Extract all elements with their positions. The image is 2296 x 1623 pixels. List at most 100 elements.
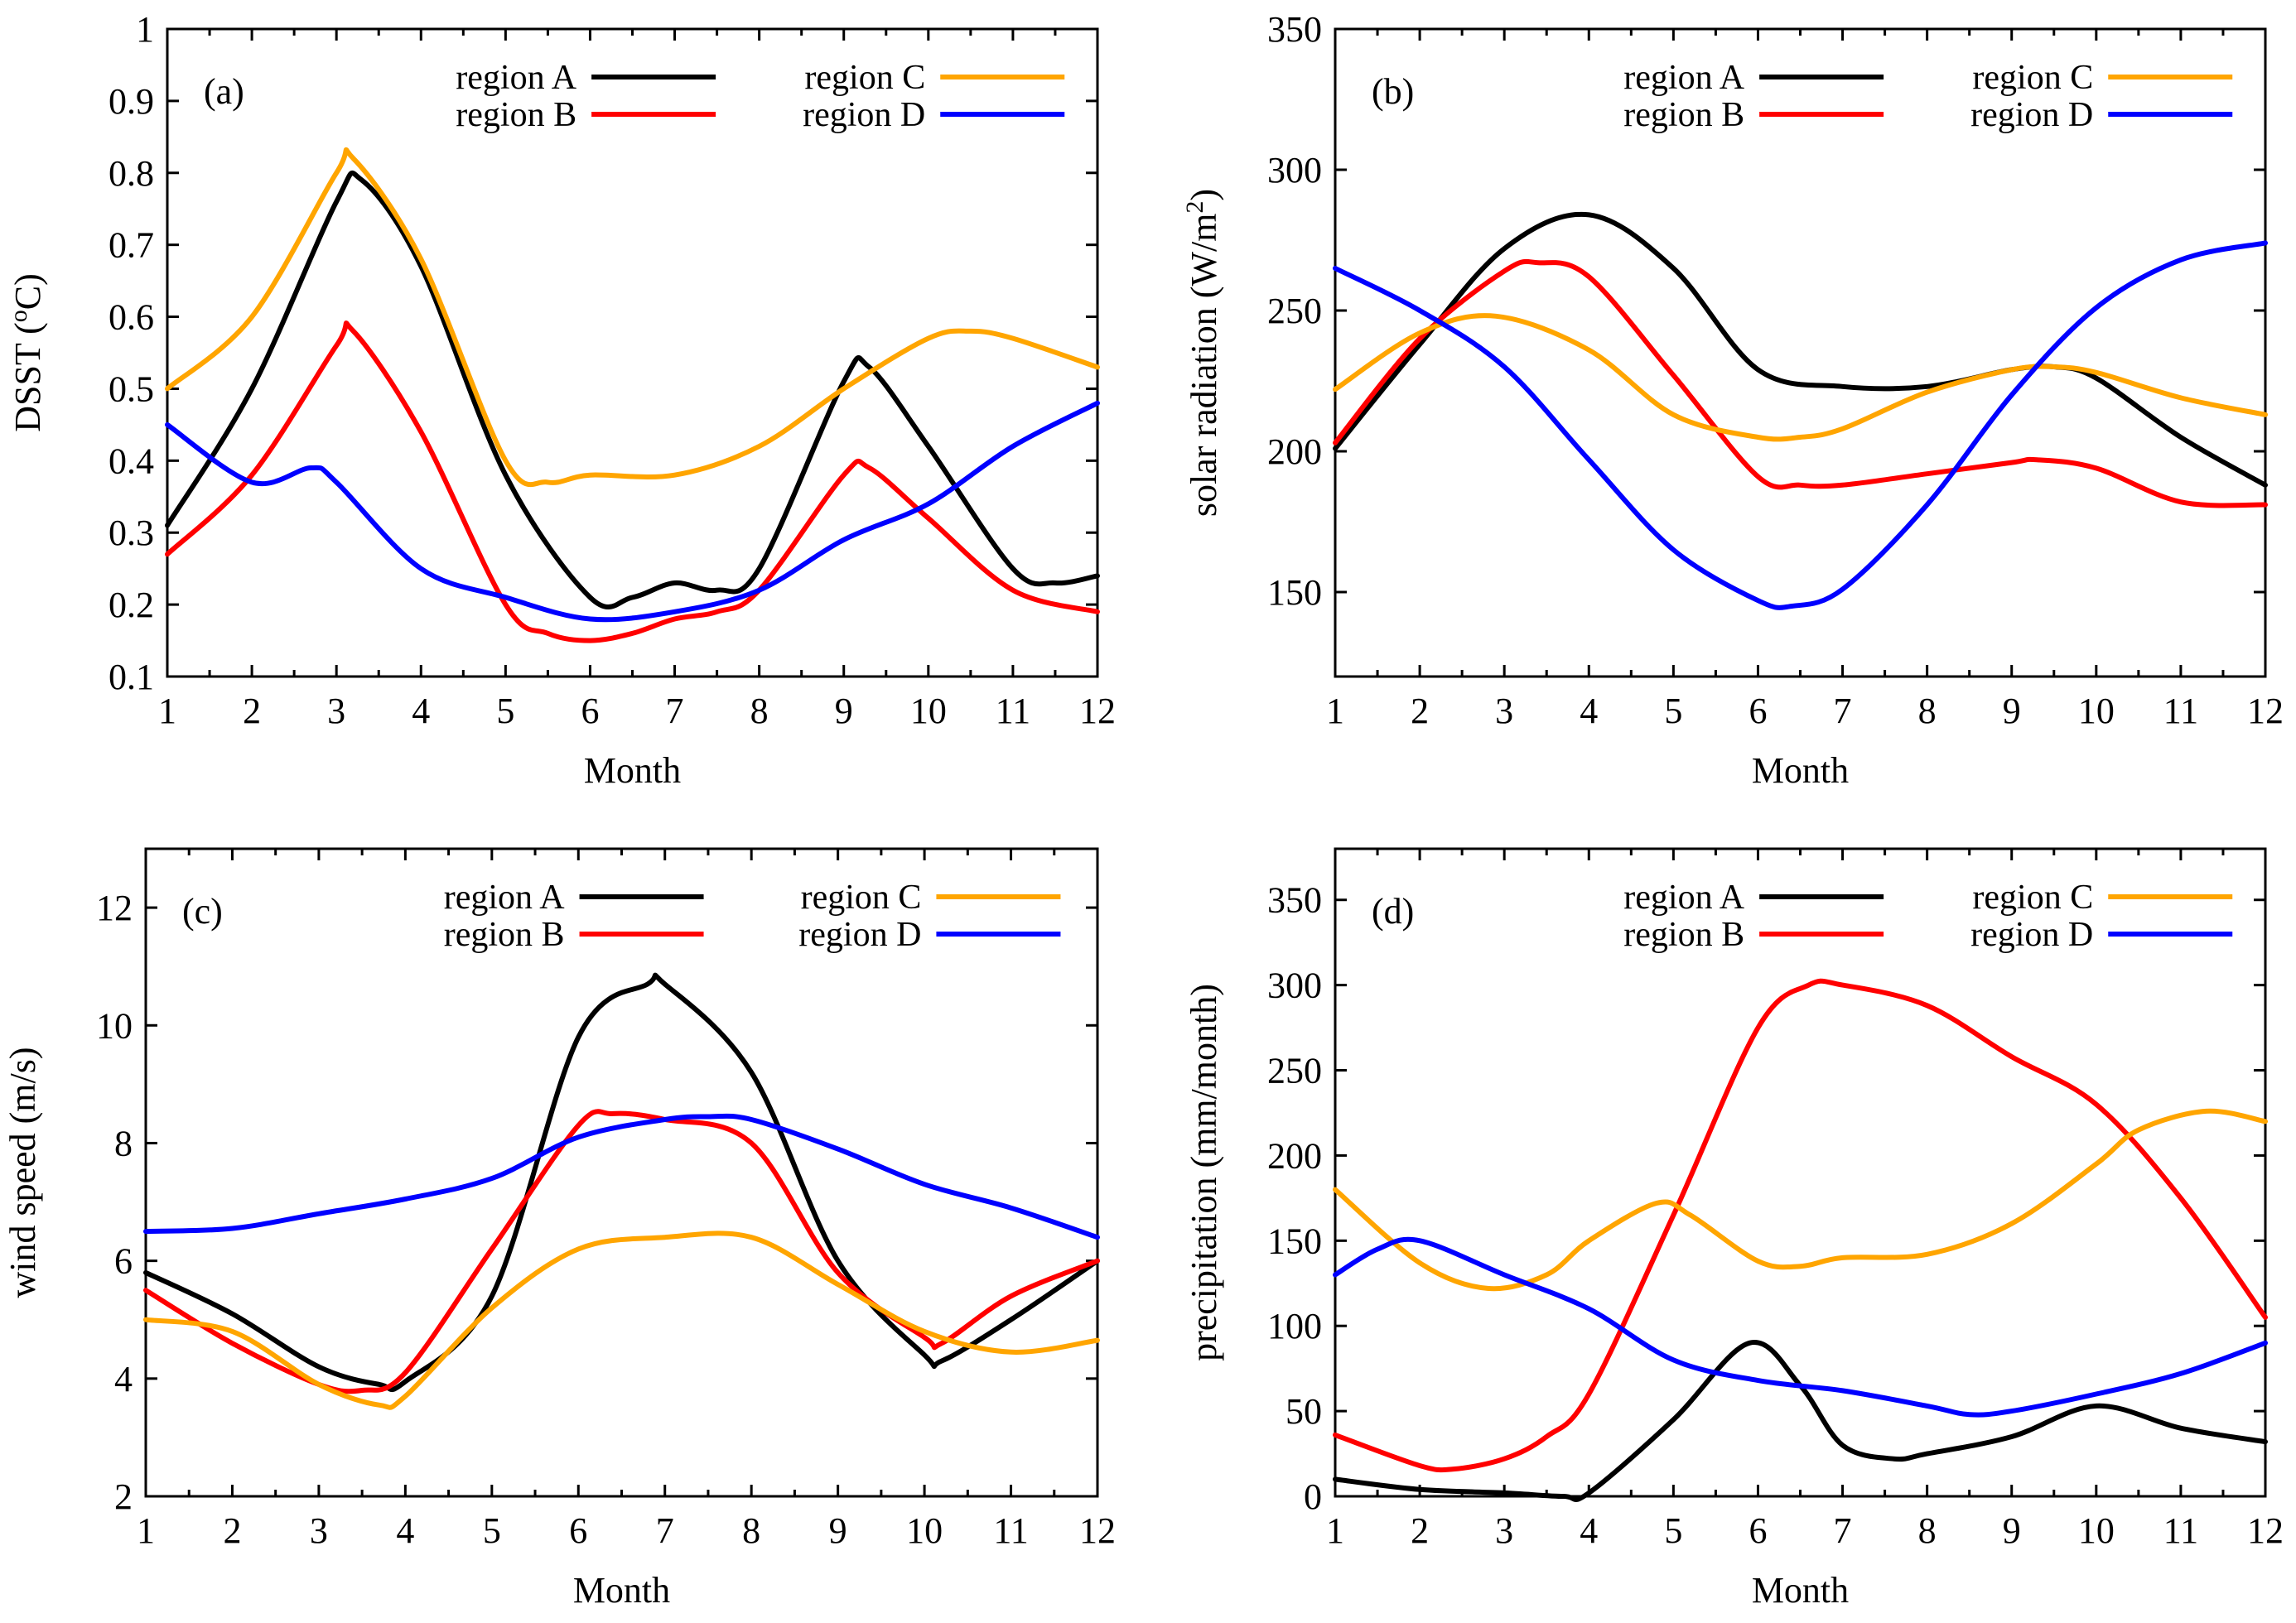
x-tick-label: 4 [1580, 1510, 1598, 1551]
y-tick-label: 300 [1267, 966, 1322, 1006]
legend-label: region B [444, 916, 565, 954]
y-tick-label: 350 [1267, 880, 1322, 921]
x-tick-label: 10 [906, 1510, 943, 1551]
x-axis-label: Month [584, 750, 681, 791]
y-tick-label: 0.5 [109, 368, 154, 409]
y-tick-label: 200 [1267, 431, 1322, 472]
x-tick-label: 4 [412, 691, 430, 731]
legend-label: region C [804, 59, 925, 97]
panel-label: (c) [182, 891, 223, 932]
x-tick-label: 10 [2078, 691, 2115, 731]
x-tick-label: 4 [1580, 691, 1598, 731]
x-tick-label: 5 [1664, 691, 1682, 731]
y-axis-label: solar radiation (W/m2) [1181, 189, 1225, 517]
x-tick-label: 12 [2247, 1510, 2284, 1551]
legend-label: region D [1970, 916, 2093, 954]
panel-label: (b) [1372, 71, 1414, 112]
y-tick-label: 6 [114, 1241, 133, 1282]
legend-label: region A [1623, 59, 1744, 97]
y-axis-label: precipitation (mm/month) [1184, 984, 1224, 1361]
legend-label: region B [1623, 916, 1744, 954]
plot-frame [144, 847, 1099, 1498]
x-tick-label: 1 [158, 691, 176, 731]
legend-label: region A [444, 879, 565, 917]
series-line-region-a [1333, 211, 2268, 488]
x-tick-label: 9 [2003, 691, 2021, 731]
y-axis-label: DSST (oC) [5, 273, 49, 431]
x-tick-label: 7 [666, 691, 684, 731]
x-tick-label: 8 [750, 691, 769, 731]
legend-label: region A [1623, 879, 1744, 917]
series-line-region-d [1333, 1236, 2268, 1418]
x-axis-label: Month [1752, 1570, 1849, 1611]
x-tick-label: 5 [483, 1510, 501, 1551]
x-tick-label: 6 [569, 1510, 587, 1551]
y-tick-label: 0.4 [109, 441, 154, 481]
plot-frame [166, 27, 1099, 678]
x-tick-label: 3 [327, 691, 345, 731]
y-axis-label: wind speed (m/s) [2, 1047, 43, 1298]
x-tick-label: 8 [1918, 691, 1937, 731]
x-tick-label: 7 [656, 1510, 674, 1551]
y-tick-label: 250 [1267, 291, 1322, 331]
y-tick-label: 0.2 [109, 585, 154, 625]
y-tick-label: 0.9 [109, 81, 154, 122]
y-tick-label: 0.8 [109, 153, 154, 194]
series-line-region-c [165, 147, 1100, 488]
legend-label: region B [456, 96, 576, 134]
x-tick-label: 1 [1326, 1510, 1344, 1551]
legend-label: region C [1972, 59, 2093, 97]
x-tick-label: 9 [2003, 1510, 2021, 1551]
x-tick-label: 10 [2078, 1510, 2115, 1551]
x-tick-label: 1 [137, 1510, 155, 1551]
x-tick-label: 7 [1834, 1510, 1852, 1551]
legend-label: region D [798, 916, 921, 954]
y-tick-label: 150 [1267, 572, 1322, 613]
panel-label: (d) [1372, 891, 1414, 932]
x-tick-label: 11 [993, 1510, 1028, 1551]
chart-panel: 1 2 3 4 5 6 7 8 9 10 11 120.10.20.30.40.50.60.70.80… [5, 9, 1117, 791]
x-tick-label: 2 [223, 1510, 241, 1551]
x-tick-label: 2 [243, 691, 261, 731]
series-line-region-b [1333, 978, 2268, 1473]
x-tick-label: 7 [1834, 691, 1852, 731]
x-tick-label: 4 [396, 1510, 414, 1551]
legend-label: region C [1972, 879, 2093, 917]
x-tick-label: 5 [1664, 1510, 1682, 1551]
x-tick-label: 8 [742, 1510, 760, 1551]
series-line-region-a [165, 171, 1100, 609]
x-tick-label: 9 [835, 691, 853, 731]
series-line-region-b [165, 320, 1100, 643]
y-tick-label: 8 [114, 1123, 133, 1163]
y-tick-label: 0.6 [109, 297, 154, 338]
y-tick-label: 1 [136, 9, 154, 50]
y-tick-label: 0.3 [109, 513, 154, 553]
y-tick-label: 50 [1285, 1391, 1322, 1432]
y-tick-label: 0 [1304, 1476, 1322, 1517]
series-line-region-d [1333, 240, 2268, 610]
x-tick-label: 3 [1495, 691, 1513, 731]
y-tick-label: 10 [96, 1005, 133, 1046]
y-tick-label: 350 [1267, 9, 1322, 50]
x-tick-label: 11 [996, 691, 1030, 731]
y-tick-label: 200 [1267, 1135, 1322, 1176]
legend-label: region B [1623, 96, 1744, 134]
x-tick-label: 12 [1079, 1510, 1116, 1551]
x-tick-label: 10 [910, 691, 947, 731]
x-tick-label: 2 [1411, 691, 1429, 731]
x-tick-label: 5 [496, 691, 514, 731]
legend-label: region A [456, 59, 576, 97]
x-tick-label: 1 [1326, 691, 1344, 731]
series-line-region-b [1333, 258, 2268, 508]
x-tick-label: 2 [1411, 1510, 1429, 1551]
x-tick-label: 6 [1749, 691, 1767, 731]
series-line-region-a [1333, 1340, 2268, 1502]
series-line-region-c [143, 1230, 1100, 1410]
y-tick-label: 2 [114, 1476, 133, 1517]
x-tick-label: 12 [2247, 691, 2284, 731]
x-tick-label: 12 [1079, 691, 1116, 731]
series-line-region-a [143, 972, 1100, 1393]
